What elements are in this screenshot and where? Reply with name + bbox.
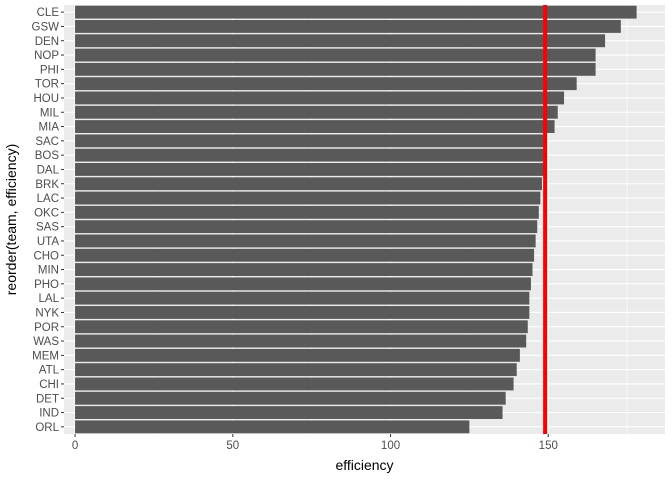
y-tick-label: MIL [40, 107, 60, 119]
y-tick-label: PHI [40, 64, 59, 76]
y-tick-label: CHO [33, 250, 59, 262]
bar-gsw [75, 20, 621, 33]
bar-was [75, 334, 527, 348]
y-tick-label: MEM [32, 350, 59, 362]
y-tick-label: PHO [34, 279, 59, 291]
x-tick-label: 100 [381, 440, 400, 452]
y-tick-label: UTA [37, 236, 59, 248]
bar-nyk [75, 306, 530, 319]
y-tick-label: IND [39, 408, 59, 420]
y-tick-label: GSW [32, 21, 60, 33]
bar-orl [75, 420, 470, 434]
y-tick-label: MIN [38, 265, 59, 277]
y-tick-label: NOP [34, 50, 59, 62]
y-axis-title: reorder(team, efficiency) [3, 144, 19, 295]
bar-cle [75, 5, 637, 19]
bar-den [75, 34, 606, 48]
y-tick-label: LAL [39, 293, 60, 305]
bar-por [75, 320, 528, 334]
y-tick-label: POR [34, 322, 59, 334]
y-tick-label: DEN [35, 36, 59, 48]
y-tick-label: ORL [35, 422, 59, 434]
bar-min [75, 263, 533, 276]
y-tick-label: SAS [36, 222, 59, 234]
bar-mia [75, 120, 555, 133]
bar-det [75, 391, 506, 405]
bar-ind [75, 406, 503, 419]
y-tick-label: WAS [33, 336, 59, 348]
y-tick-label: HOU [33, 93, 59, 105]
bar-chi [75, 377, 514, 391]
bar-okc [75, 205, 539, 219]
y-tick-label: BRK [35, 179, 59, 191]
bar-lal [75, 291, 530, 305]
x-tick-label: 150 [539, 440, 558, 452]
y-tick-label: DAL [37, 164, 60, 176]
y-tick-label: CLE [37, 7, 60, 19]
bar-bos [75, 148, 546, 162]
y-tick-label: BOS [35, 150, 60, 162]
bar-sas [75, 220, 538, 234]
y-tick-label: CHI [39, 379, 59, 391]
y-tick-label: OKC [34, 207, 59, 219]
bar-mem [75, 348, 520, 362]
bar-tor [75, 77, 577, 91]
y-tick-label: ATL [39, 365, 60, 377]
y-tick-label: NYK [35, 307, 59, 319]
bar-hou [75, 91, 565, 105]
bar-pho [75, 277, 531, 291]
bar-mil [75, 105, 558, 119]
bar-dal [75, 163, 546, 176]
bar-cho [75, 248, 535, 262]
x-tick-label: 0 [72, 440, 78, 452]
plot-panel [64, 5, 665, 434]
y-tick-label: DET [36, 393, 59, 405]
y-tick-label: TOR [35, 79, 59, 91]
bar-brk [75, 177, 542, 191]
bar-nop [75, 48, 596, 62]
y-tick-label: MIA [39, 122, 60, 134]
bar-atl [75, 363, 517, 377]
y-tick-label: LAC [37, 193, 59, 205]
x-tick-label: 50 [226, 440, 239, 452]
x-axis-title: efficiency [335, 457, 393, 473]
y-tick-label: SAC [35, 136, 59, 148]
bar-phi [75, 62, 596, 76]
bar-sac [75, 134, 546, 148]
bar-lac [75, 191, 541, 205]
bar-uta [75, 234, 536, 248]
